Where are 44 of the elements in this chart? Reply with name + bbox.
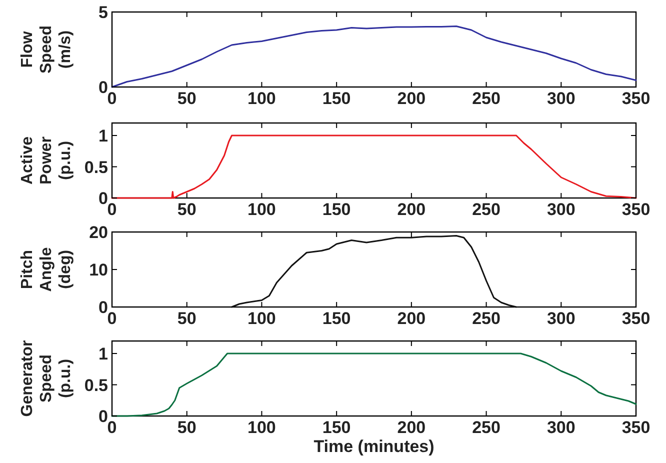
x-tick-label: 50 [177,200,196,219]
x-tick-label: 250 [472,200,500,219]
x-tick-label: 300 [546,89,576,108]
x-tick-label: 100 [248,89,276,108]
x-tick-label: 350 [622,418,650,437]
x-tick-label: 150 [322,309,351,328]
y-tick-label: 1 [98,344,108,364]
line-series [111,134,637,199]
y-tick-label: 20 [89,223,108,242]
x-tick-label: 100 [248,309,276,328]
x-tick-label: 250 [472,89,500,108]
x-tick-label: 50 [177,309,196,328]
line-series [231,235,517,308]
x-tick-label: 350 [622,309,650,328]
x-tick-label: 100 [248,418,276,437]
y-tick-label: 1 [98,126,108,146]
y-tick-label: 0.5 [84,158,108,177]
y-axis-title: Generator Speed (p.u.) [19,340,74,417]
y-tick-label: 0.5 [84,376,108,395]
x-tick-label: 300 [546,200,576,219]
y-tick-label: 10 [89,260,108,280]
x-tick-label: 200 [397,418,426,437]
x-tick-label: 250 [472,309,500,328]
y-axis-title: Pitch Angle (deg) [19,247,74,292]
line-series [111,26,637,88]
x-tick-label: 50 [177,89,196,108]
x-tick-label: 150 [322,200,351,219]
x-axis-title: Time (minutes) [314,437,434,456]
x-tick-label: 300 [546,309,576,328]
x-tick-label: 350 [622,89,650,108]
x-tick-label: 200 [397,200,426,219]
x-tick-label: 100 [248,200,276,219]
x-tick-label: 150 [322,418,351,437]
x-tick-label: 50 [177,418,196,437]
x-tick-label: 150 [322,89,351,108]
x-tick-label: 200 [397,309,426,328]
y-tick-label: 5 [98,3,108,22]
x-tick-label: 200 [397,89,426,108]
y-axis-title: Flow Speed (m/s) [19,25,74,74]
line-series [111,352,637,417]
y-axis-title: Active Power (p.u.) [19,136,74,185]
x-tick-label: 250 [472,418,500,437]
x-tick-label: 350 [622,200,650,219]
x-tick-label: 300 [546,418,576,437]
